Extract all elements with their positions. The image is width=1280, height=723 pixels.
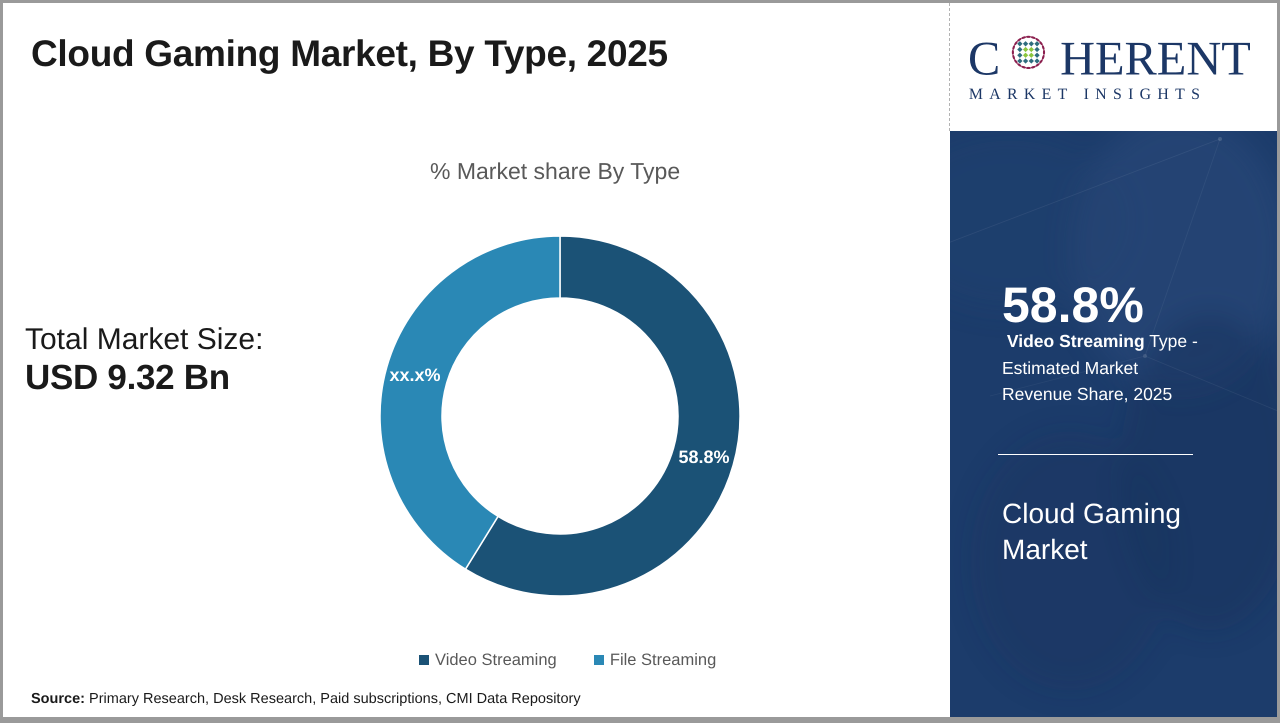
svg-text:C: C [968,33,1000,86]
svg-text:58.8%: 58.8% [678,447,729,467]
svg-text:xx.x%: xx.x% [389,365,440,385]
svg-text:HERENT: HERENT [1060,33,1251,86]
svg-text:MARKET INSIGHTS: MARKET INSIGHTS [969,85,1206,103]
